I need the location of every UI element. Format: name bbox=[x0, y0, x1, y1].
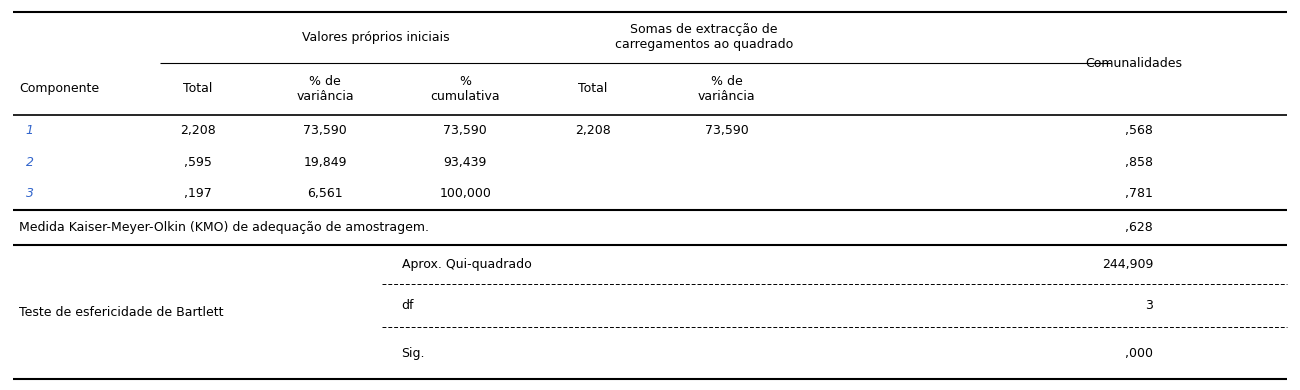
Text: ,781: ,781 bbox=[1126, 187, 1153, 200]
Text: 3: 3 bbox=[1145, 299, 1153, 312]
Text: 73,590: 73,590 bbox=[303, 124, 347, 137]
Text: %
cumulativa: % cumulativa bbox=[430, 75, 500, 103]
Text: Valores próprios iniciais: Valores próprios iniciais bbox=[303, 31, 450, 44]
Text: ,595: ,595 bbox=[183, 156, 212, 168]
Text: 73,590: 73,590 bbox=[443, 124, 488, 137]
Text: ,000: ,000 bbox=[1126, 347, 1153, 360]
Text: Aprox. Qui-quadrado: Aprox. Qui-quadrado bbox=[402, 258, 532, 271]
Text: Teste de esfericidade de Bartlett: Teste de esfericidade de Bartlett bbox=[20, 306, 224, 319]
Text: ,197: ,197 bbox=[183, 187, 212, 200]
Text: ,628: ,628 bbox=[1126, 221, 1153, 234]
Text: 93,439: 93,439 bbox=[443, 156, 488, 168]
Text: % de
variância: % de variância bbox=[296, 75, 354, 103]
Text: 3: 3 bbox=[26, 187, 34, 200]
Text: 6,561: 6,561 bbox=[307, 187, 343, 200]
Text: 100,000: 100,000 bbox=[439, 187, 491, 200]
Text: Medida Kaiser-Meyer-Olkin (KMO) de adequação de amostragem.: Medida Kaiser-Meyer-Olkin (KMO) de adequ… bbox=[20, 221, 429, 234]
Text: 244,909: 244,909 bbox=[1102, 258, 1153, 271]
Text: Total: Total bbox=[183, 82, 212, 95]
Text: 1: 1 bbox=[26, 124, 34, 137]
Text: 2: 2 bbox=[26, 156, 34, 168]
Text: 73,590: 73,590 bbox=[705, 124, 749, 137]
Text: 2,208: 2,208 bbox=[575, 124, 611, 137]
Text: 19,849: 19,849 bbox=[303, 156, 347, 168]
Text: Sig.: Sig. bbox=[402, 347, 425, 360]
Text: % de
variância: % de variância bbox=[698, 75, 755, 103]
Text: df: df bbox=[402, 299, 415, 312]
Text: ,568: ,568 bbox=[1126, 124, 1153, 137]
Text: Comunalidades: Comunalidades bbox=[1086, 57, 1183, 70]
Text: Total: Total bbox=[578, 82, 607, 95]
Text: Componente: Componente bbox=[20, 82, 100, 95]
Text: ,858: ,858 bbox=[1126, 156, 1153, 168]
Text: 2,208: 2,208 bbox=[179, 124, 216, 137]
Text: Somas de extracção de
carregamentos ao quadrado: Somas de extracção de carregamentos ao q… bbox=[615, 23, 793, 51]
